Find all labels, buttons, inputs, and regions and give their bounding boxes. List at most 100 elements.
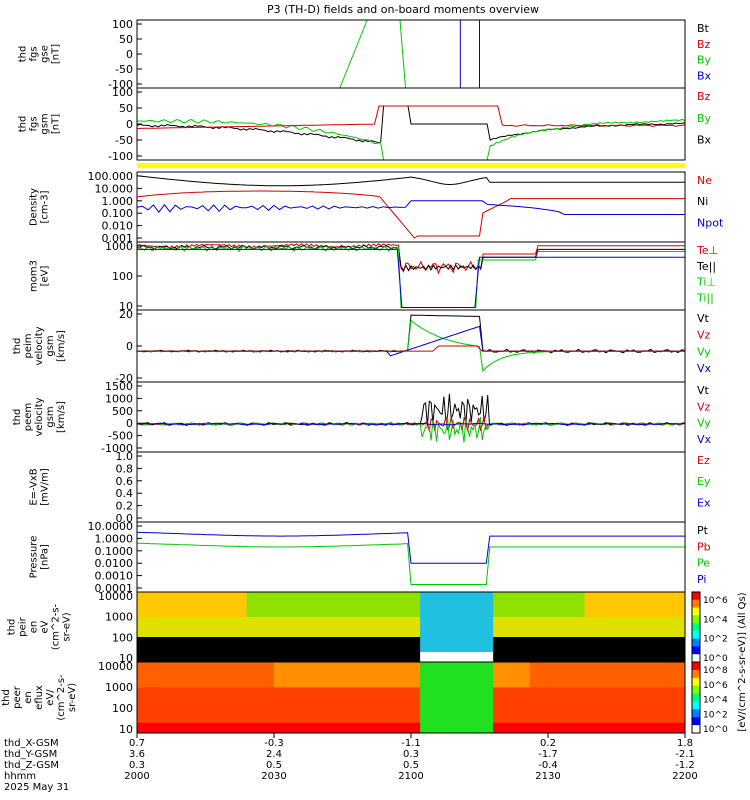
peer_eflux-cell bbox=[219, 662, 229, 668]
density-ytick: 0.010 bbox=[102, 220, 134, 233]
peir_eflux-cell bbox=[319, 647, 330, 653]
peir_eflux-cell bbox=[584, 627, 595, 633]
peir_eflux-cell bbox=[639, 592, 649, 598]
peir_eflux-cell bbox=[557, 637, 567, 643]
peir_eflux-cell bbox=[137, 657, 147, 663]
peer_eflux-cell bbox=[429, 682, 439, 688]
peir_eflux-cell bbox=[246, 637, 257, 643]
peer_eflux-cell bbox=[456, 682, 467, 688]
peir_eflux-cell bbox=[484, 627, 494, 633]
peer_eflux-cell bbox=[566, 692, 576, 698]
density-ytick: 0.100 bbox=[102, 207, 134, 220]
peir_eflux-cell bbox=[356, 647, 366, 653]
peer_eflux-cell bbox=[584, 727, 595, 734]
peer_eflux-cell bbox=[137, 727, 147, 734]
peer_eflux-cell bbox=[274, 677, 284, 683]
fgs_gsm-ytick: 100 bbox=[112, 86, 133, 99]
peer_eflux-cell bbox=[502, 687, 512, 693]
peir_eflux-cell bbox=[666, 632, 677, 638]
efield-legend-0: Ez bbox=[697, 454, 710, 467]
peer_eflux-cell bbox=[219, 692, 229, 698]
peir_eflux-cell bbox=[447, 627, 458, 633]
peer_eflux-cell bbox=[191, 687, 202, 693]
peer_eflux-cell bbox=[137, 722, 147, 729]
temperature-ytick: 1000 bbox=[105, 240, 133, 253]
peer_eflux-cell bbox=[648, 662, 659, 668]
peir_eflux-cell bbox=[584, 607, 595, 613]
peer_eflux-cell bbox=[493, 682, 503, 688]
peer_eflux-cell bbox=[429, 677, 439, 683]
pressure-ytick: 0.0100 bbox=[95, 557, 134, 570]
peir_eflux-cell bbox=[639, 612, 649, 618]
peer_eflux-cell bbox=[137, 717, 147, 724]
peir_eflux-cell bbox=[411, 622, 421, 628]
pressure-ytick: 1.0000 bbox=[95, 532, 134, 545]
peer_eflux-cell bbox=[255, 722, 266, 729]
peir_eflux-cell bbox=[319, 607, 330, 613]
peer_eflux-cell bbox=[182, 662, 193, 668]
peir_eflux-cell bbox=[301, 632, 312, 638]
peer_eflux-cell bbox=[283, 687, 293, 693]
peir_eflux-cell bbox=[575, 592, 586, 598]
peer_eflux-cell bbox=[657, 697, 668, 704]
peir_eflux-cell bbox=[146, 642, 156, 648]
peir_eflux-cell bbox=[356, 592, 366, 598]
peir_eflux-cell bbox=[575, 602, 586, 608]
fgs_gse-legend-0: Bt bbox=[697, 22, 710, 35]
fgs_gsm-legend-2: Bx bbox=[697, 134, 712, 147]
peer_eflux-cell bbox=[392, 712, 403, 719]
colorbar-tick: 10^4 bbox=[703, 615, 728, 625]
fgs-gsm-bz-line bbox=[136, 105, 686, 129]
peer_eflux-cell bbox=[420, 722, 430, 729]
peer_eflux-cell bbox=[593, 677, 604, 683]
peer_eflux-cell bbox=[465, 712, 476, 719]
peer_eflux-cell bbox=[621, 667, 631, 673]
peir_eflux-cell bbox=[264, 637, 275, 643]
peir_eflux-cell bbox=[301, 652, 312, 658]
peir_eflux-cell bbox=[200, 592, 211, 598]
peer_eflux-cell bbox=[602, 697, 613, 704]
peir_eflux-cell bbox=[255, 642, 266, 648]
peir_eflux-cell bbox=[264, 652, 275, 658]
peir_eflux-cell bbox=[438, 607, 449, 613]
peer_eflux-cell bbox=[429, 662, 439, 668]
peir_eflux-cell bbox=[246, 592, 257, 598]
peir_eflux-cell bbox=[465, 652, 476, 658]
colorbar-band bbox=[692, 701, 700, 710]
peer_eflux-cell bbox=[474, 667, 485, 673]
peir_eflux-cell bbox=[493, 652, 503, 658]
peem_velocity-legend-1: Vz bbox=[697, 400, 711, 413]
peir_eflux-cell bbox=[675, 597, 686, 603]
peer_eflux-cell bbox=[392, 692, 403, 698]
peir_eflux-cell bbox=[456, 647, 467, 653]
peir_eflux-cell bbox=[566, 627, 576, 633]
peer_eflux-cell bbox=[365, 672, 375, 678]
peer_eflux-cell bbox=[648, 672, 659, 678]
peer_eflux-cell bbox=[593, 722, 604, 729]
peer_eflux-cell bbox=[301, 712, 312, 719]
peir_eflux-cell bbox=[538, 637, 549, 643]
panel-frame bbox=[136, 381, 686, 453]
peir_eflux-cell bbox=[630, 612, 640, 618]
peir_eflux-cell bbox=[639, 637, 649, 643]
fgs_gse-ylabel: thd bbox=[18, 46, 29, 63]
peer_eflux-cell bbox=[456, 727, 467, 734]
peir_eflux-cell bbox=[319, 657, 330, 663]
peir_eflux-cell bbox=[374, 617, 385, 623]
peir_eflux-cell bbox=[237, 617, 248, 623]
peer_eflux-cell bbox=[155, 727, 165, 734]
peer_eflux-cell bbox=[493, 707, 503, 714]
peer_eflux-cell bbox=[264, 662, 275, 668]
peer_eflux-cell bbox=[502, 712, 512, 719]
peer_eflux-cell bbox=[429, 692, 439, 698]
peer_eflux-cell bbox=[447, 692, 458, 698]
peir_eflux-cell bbox=[383, 602, 394, 608]
peir_eflux-cell bbox=[538, 657, 549, 663]
peir_eflux-cell bbox=[511, 642, 522, 648]
peer_eflux-cell bbox=[319, 682, 330, 688]
peem-vt-line bbox=[136, 393, 686, 427]
x-axis-date: 2025 May 31 bbox=[4, 782, 69, 793]
peer_eflux-ylabel: peer bbox=[12, 685, 23, 709]
peer_eflux-cell bbox=[182, 717, 193, 724]
